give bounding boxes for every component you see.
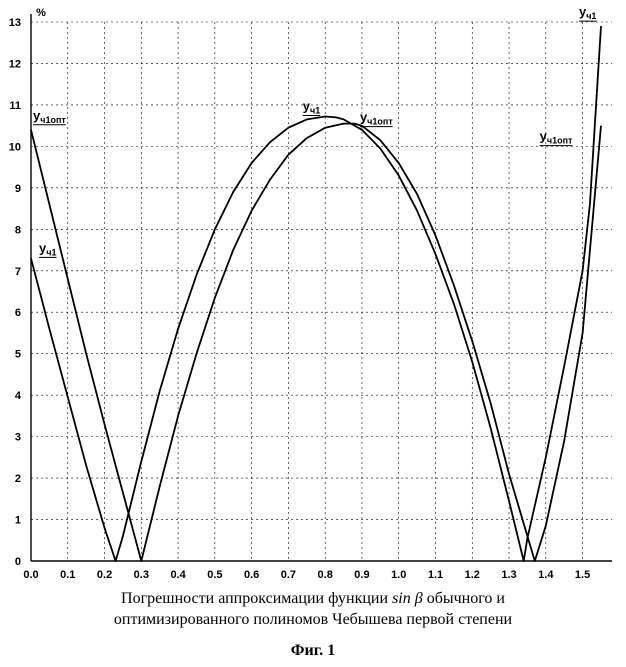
x-tick-label: 1.5 xyxy=(575,569,590,581)
x-tick-label: 1.4 xyxy=(538,569,554,581)
y-tick-label: 1 xyxy=(15,515,21,527)
x-tick-label: 1.1 xyxy=(428,569,443,581)
x-tick-label: 0.1 xyxy=(60,569,75,581)
y-tick-label: 13 xyxy=(9,17,21,29)
x-tick-label: 1.3 xyxy=(501,569,516,581)
y-axis-unit-label: % xyxy=(36,7,46,19)
y-tick-labels: 012345678910111213 xyxy=(9,17,22,568)
caption-text-start: Погрешности аппроксимации функции xyxy=(121,590,392,607)
series-annotation-label: yч1 xyxy=(39,240,56,257)
x-tick-label: 0.0 xyxy=(23,569,38,581)
x-tick-label: 0.8 xyxy=(318,569,333,581)
chart-grid xyxy=(31,22,612,561)
y-tick-label: 4 xyxy=(15,390,22,402)
y-tick-label: 11 xyxy=(9,100,21,112)
x-tick-label: 0.6 xyxy=(244,569,259,581)
x-tick-label: 1.0 xyxy=(391,569,406,581)
caption-line-1: Погрешности аппроксимации функции sin β … xyxy=(0,588,626,609)
series-annotation-label: yч1опт xyxy=(360,110,393,127)
x-tick-label: 0.4 xyxy=(170,569,186,581)
y-tick-label: 9 xyxy=(15,183,21,195)
x-tick-label: 0.3 xyxy=(134,569,149,581)
x-tick-label: 0.5 xyxy=(207,569,222,581)
y-tick-label: 0 xyxy=(15,556,21,568)
series-line-yc1-opt xyxy=(31,124,601,561)
y-tick-label: 6 xyxy=(15,307,21,319)
series-annotation-label: yч1опт xyxy=(33,108,66,125)
y-tick-label: 7 xyxy=(15,266,21,278)
y-tick-label: 10 xyxy=(9,141,21,153)
series-annotation-label: yч1 xyxy=(303,99,320,116)
x-tick-label: 0.9 xyxy=(354,569,369,581)
y-tick-label: 3 xyxy=(15,432,21,444)
chart-axes xyxy=(31,14,612,561)
caption-function: sin β xyxy=(392,590,423,607)
y-tick-label: 5 xyxy=(15,349,21,361)
x-tick-labels: 0.0 0.1 0.2 0.3 0.4 0.5 0.6 0.7 0.8 0.9 1.0 1.1 1.2 1… xyxy=(23,569,590,581)
series-annotation-label: yч1 xyxy=(579,4,596,21)
series-annotation-label: yч1опт xyxy=(540,129,573,146)
figure-label: Фиг. 1 xyxy=(0,640,626,661)
x-tick-label: 0.2 xyxy=(97,569,112,581)
caption-text-end: обычного и xyxy=(423,590,505,607)
y-tick-label: 12 xyxy=(9,58,21,70)
series-annotations: yч1опт yч1 yч1 yч1опт yч1опт yч1 xyxy=(33,4,596,257)
y-tick-label: 8 xyxy=(15,224,21,236)
x-tick-label: 1.2 xyxy=(465,569,480,581)
caption-line-2: оптимизированного полиномов Чебышева пер… xyxy=(0,609,626,630)
x-tick-label: 0.7 xyxy=(281,569,296,581)
y-tick-label: 2 xyxy=(15,473,21,485)
